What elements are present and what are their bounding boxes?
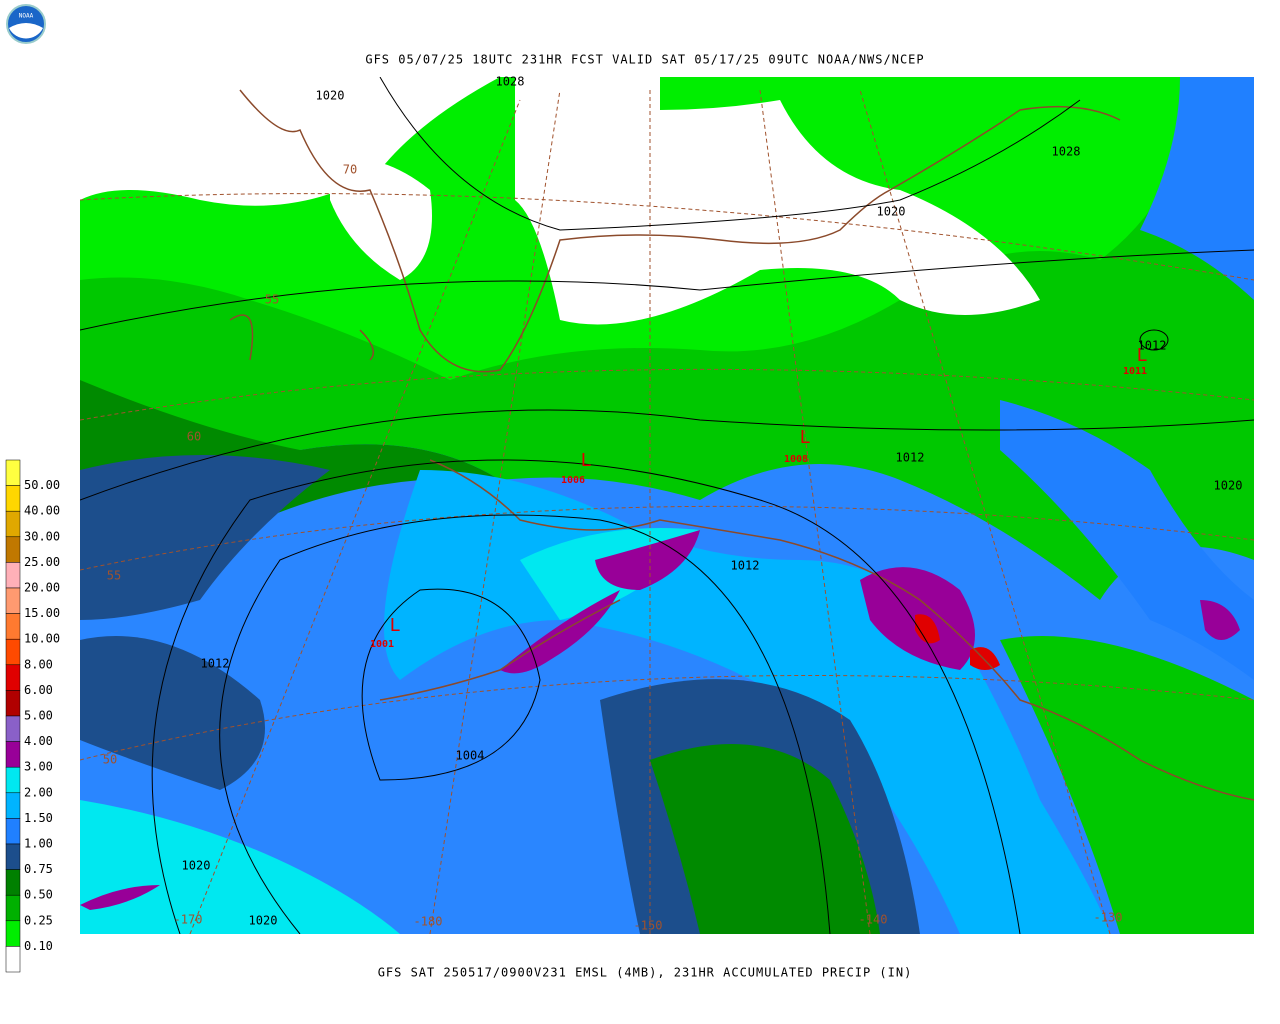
legend-label: 10.00 [24, 632, 60, 646]
low-symbol: L [1137, 345, 1148, 366]
low-symbol: L [390, 615, 401, 636]
isobar-label: 1028 [496, 75, 525, 89]
isobar-label: 1012 [896, 451, 925, 465]
longitude-label: -150 [634, 919, 663, 933]
legend-swatch [5, 638, 21, 666]
legend-swatch [5, 587, 21, 614]
legend-label: 8.00 [24, 657, 53, 671]
legend-swatch [5, 510, 21, 538]
isobars [80, 77, 1254, 934]
legend-swatch [5, 843, 21, 870]
isobar-label: 1020 [1214, 479, 1243, 493]
latitude-label: 55 [265, 293, 279, 307]
legend-swatch [5, 741, 21, 768]
legend-swatch [5, 869, 21, 896]
isobar-label: 1004 [456, 749, 485, 763]
isobar-label: 1020 [249, 914, 278, 928]
isobar-label: 1028 [1052, 145, 1081, 159]
isobar-label: 1012 [1138, 339, 1167, 353]
legend-label: 0.10 [24, 939, 53, 953]
map-title: GFS 05/07/25 18UTC 231HR FCST VALID SAT … [365, 53, 924, 67]
legend-swatch [5, 562, 21, 589]
legend-label: 6.00 [24, 683, 53, 697]
legend-swatch [5, 690, 21, 717]
legend-swatch [5, 894, 21, 922]
legend-label: 30.00 [24, 529, 60, 543]
isobar-label: 1012 [201, 657, 230, 671]
legend-swatch [5, 485, 21, 512]
graticule [80, 89, 1254, 934]
noaa-logo: NOAA [6, 4, 46, 44]
legend-swatch [5, 766, 21, 794]
legend-label: 25.00 [24, 555, 60, 569]
low-pressure: 1001 [370, 639, 394, 650]
legend-swatch [5, 613, 21, 640]
legend-swatch [5, 664, 21, 691]
longitude-label: -170 [174, 913, 203, 927]
isobar-label: 1020 [182, 859, 211, 873]
legend-swatch [5, 946, 21, 973]
precip-field [80, 77, 1254, 934]
isobar-label: 1020 [316, 89, 345, 103]
legend-label: 0.50 [24, 888, 53, 902]
latitude-label: 55 [107, 569, 121, 583]
latitude-label: 70 [343, 163, 357, 177]
isobar-label: 1012 [731, 559, 760, 573]
low-symbol: L [581, 450, 592, 471]
legend-label: 15.00 [24, 606, 60, 620]
legend-label: 20.00 [24, 581, 60, 595]
legend-label: 2.00 [24, 785, 53, 799]
legend-swatch [5, 536, 21, 563]
legend-swatch [5, 715, 21, 742]
low-symbol: L [800, 427, 811, 448]
map-labels: 1020 1028 1028 1020 1012 1012 1020 1012 1012 1004… [103, 75, 1243, 933]
legend-swatch [5, 920, 21, 947]
legend-label: 1.50 [24, 811, 53, 825]
low-pressure: 1006 [561, 475, 585, 486]
legend-label: 5.00 [24, 709, 53, 723]
latitude-label: 60 [187, 430, 201, 444]
geo-lines [80, 77, 1254, 934]
legend-label: 3.00 [24, 760, 53, 774]
longitude-label: -180 [414, 915, 443, 929]
legend-swatch [5, 459, 21, 486]
legend-label: 40.00 [24, 504, 60, 518]
longitude-label: -130 [1094, 911, 1123, 925]
legend-swatch [5, 792, 21, 819]
legend-swatch [5, 818, 21, 845]
legend-label: 4.00 [24, 734, 53, 748]
map-caption: GFS SAT 250517/0900V231 EMSL (4MB), 231H… [378, 966, 913, 980]
legend-label: 1.00 [24, 837, 53, 851]
legend-label: 50.00 [24, 478, 60, 492]
low-pressure: 1008 [784, 454, 808, 465]
isobar-label: 1020 [877, 205, 906, 219]
coastline [229, 89, 1254, 801]
logo-text: NOAA [19, 13, 34, 20]
legend: 50.00 40.00 30.00 25.00 20.00 15.00 10.00 8.00 6… [5, 459, 60, 973]
longitude-label: -140 [859, 913, 888, 927]
low-pressure: 1011 [1123, 366, 1147, 377]
legend-label: 0.25 [24, 913, 53, 927]
latitude-label: 50 [103, 753, 117, 767]
legend-label: 0.75 [24, 862, 53, 876]
